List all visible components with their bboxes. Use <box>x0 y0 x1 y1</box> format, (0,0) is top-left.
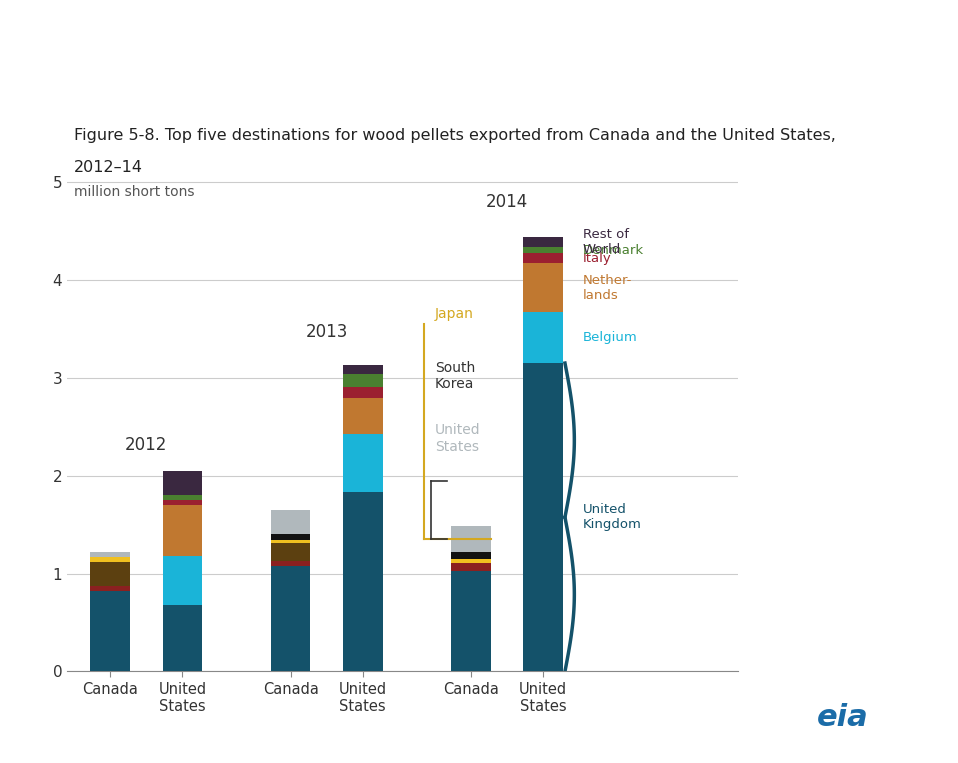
Bar <box>271 534 310 540</box>
Bar <box>523 253 562 263</box>
Text: 2012–14: 2012–14 <box>75 160 144 175</box>
Bar <box>523 246 562 253</box>
Text: Denmark: Denmark <box>583 243 644 256</box>
Bar <box>451 571 490 671</box>
Text: Italy: Italy <box>583 252 612 265</box>
Bar <box>271 561 310 565</box>
Text: 2013: 2013 <box>306 323 348 340</box>
Text: Rest of
World: Rest of World <box>583 227 629 256</box>
Bar <box>163 605 202 671</box>
Bar <box>90 586 130 591</box>
Bar <box>343 374 382 387</box>
Bar <box>343 398 382 433</box>
Bar <box>163 500 202 505</box>
Bar <box>343 387 382 398</box>
Bar <box>523 237 562 246</box>
Bar <box>343 492 382 671</box>
Bar <box>343 365 382 374</box>
Bar <box>343 433 382 492</box>
Text: eia: eia <box>817 703 869 732</box>
Text: United
States: United States <box>435 423 480 453</box>
Bar <box>271 543 310 561</box>
Bar <box>90 552 130 557</box>
Bar <box>451 563 490 571</box>
Text: Japan: Japan <box>435 307 473 321</box>
Bar <box>271 540 310 543</box>
Text: South
Korea: South Korea <box>435 361 475 391</box>
Bar <box>451 526 490 552</box>
Text: Nether-
lands: Nether- lands <box>583 274 632 301</box>
Bar <box>523 263 562 312</box>
Bar <box>163 471 202 495</box>
Text: Figure 5-8. Top five destinations for wood pellets exported from Canada and the : Figure 5-8. Top five destinations for wo… <box>75 128 836 143</box>
Bar <box>90 591 130 671</box>
Text: million short tons: million short tons <box>75 185 194 199</box>
Text: 2012: 2012 <box>125 436 168 454</box>
Bar <box>271 510 310 534</box>
Bar <box>163 505 202 556</box>
Text: United
Kingdom: United Kingdom <box>583 504 642 531</box>
Text: 2014: 2014 <box>486 193 528 211</box>
Bar <box>163 556 202 605</box>
Bar <box>523 363 562 671</box>
Text: Belgium: Belgium <box>583 331 638 344</box>
Bar <box>451 552 490 559</box>
Bar <box>523 312 562 363</box>
Bar <box>451 559 490 563</box>
Bar <box>90 562 130 586</box>
Bar <box>271 565 310 671</box>
Bar <box>163 495 202 500</box>
Bar <box>90 557 130 562</box>
